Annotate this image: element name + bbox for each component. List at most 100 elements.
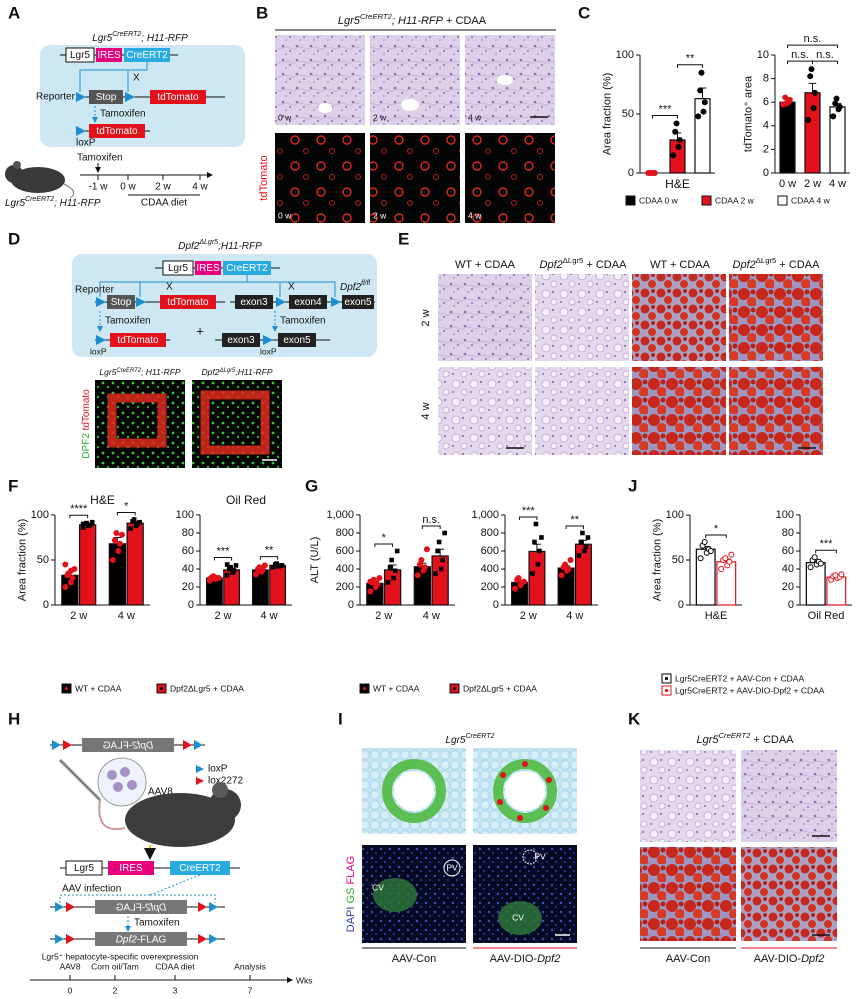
- legend-label: Lgr5CreERT2 + AAV-DIO-Dpf2 + CDAA: [675, 685, 825, 695]
- legend-marker: [664, 688, 669, 693]
- image-caption: Lgr5CreERT2; H11-RFP: [99, 367, 181, 377]
- data-point: [414, 572, 421, 579]
- gene-label: exon3: [240, 297, 268, 308]
- week-label: 3: [173, 985, 178, 995]
- gene-label: Lgr5: [168, 263, 188, 274]
- significance-bracket: [565, 525, 584, 529]
- schematic-bg: [72, 254, 377, 357]
- y-axis-label: Area fraction (%): [601, 73, 613, 156]
- text-run: Dpf2: [733, 259, 756, 271]
- y-axis-label: Area fraction (%): [651, 519, 663, 602]
- label: Reporter: [75, 285, 115, 296]
- data-point: [833, 95, 840, 102]
- gene-box: [124, 48, 170, 62]
- text-run: ; H11-RFP: [141, 367, 181, 377]
- significance-bracket: [812, 60, 838, 65]
- legend-label: CDAA 2 w: [715, 195, 755, 205]
- loxp: [76, 126, 86, 136]
- significance-label: *: [382, 532, 387, 544]
- data-point: [805, 116, 812, 123]
- data-point: [707, 548, 714, 554]
- y-tick-label: 1,000: [326, 509, 354, 521]
- data-point: [137, 519, 142, 525]
- red-signal: [107, 390, 270, 455]
- vessel-label: CV: [372, 882, 384, 892]
- gene-label: IRES: [119, 863, 143, 874]
- gene-label: Stop: [96, 92, 117, 103]
- decoration: [55, 902, 64, 912]
- superscript: ΔLgr5: [198, 239, 218, 246]
- panel-label: A: [8, 3, 20, 22]
- micrograph: [640, 847, 736, 941]
- gene-box: [89, 124, 145, 138]
- data-point: [695, 113, 702, 120]
- gene-box: [342, 295, 374, 309]
- timeline-tick: [97, 175, 201, 180]
- data-point: [436, 539, 442, 545]
- significance-label: n.s.: [422, 514, 440, 526]
- data-point: [206, 575, 213, 582]
- text-run: Lgr5: [92, 33, 112, 44]
- text-run: Dpf2: [540, 259, 563, 271]
- data-point: [392, 568, 398, 574]
- text-run: Lgr5: [99, 367, 116, 377]
- significance-label: **: [265, 545, 274, 557]
- data-point: [69, 575, 76, 581]
- chart-title: H&E: [90, 493, 115, 507]
- loxp: [76, 92, 86, 102]
- data-point: [115, 548, 122, 554]
- legend-marker: [159, 686, 164, 691]
- data-point: [67, 567, 74, 574]
- decoration: [52, 740, 61, 750]
- panel-title: Lgr5CreERT2 + CDAA: [696, 731, 794, 746]
- decoration: [58, 758, 102, 802]
- y-axis-label: ALT (U/L): [309, 537, 321, 584]
- timeline-tick: [69, 975, 251, 980]
- data-point: [532, 539, 537, 545]
- x-tick-label: 2 w: [375, 610, 392, 622]
- virus-particles: [107, 767, 137, 792]
- legend-marker: [64, 686, 69, 691]
- data-point: [87, 522, 93, 528]
- y-tick-label: 200: [481, 581, 499, 593]
- data-point: [423, 546, 430, 553]
- data-point: [582, 548, 587, 554]
- legend-label: CDAA 4 w: [791, 195, 831, 205]
- y-tick-label: 40: [182, 563, 194, 575]
- micrograph: [640, 750, 736, 842]
- micrograph: [729, 367, 823, 455]
- legend-marker: [362, 686, 367, 691]
- legend-marker: [452, 686, 457, 691]
- label: Tamoxifen: [280, 316, 326, 327]
- gene-label: CreERT2: [179, 863, 221, 874]
- data-point: [836, 103, 843, 110]
- data-point: [80, 521, 86, 527]
- label: Tamoxifen: [105, 316, 151, 327]
- data-point: [701, 99, 708, 106]
- label: Tamoxifen: [134, 918, 180, 929]
- panel-e: WT + CDAA Dpf2ΔLgr5 + CDAA WT + CDAA Dpf…: [420, 256, 823, 455]
- y-tick-label: 50: [37, 554, 49, 566]
- legend-label: Lgr5CreERT2 + AAV-Con + CDAA: [675, 673, 804, 683]
- column-header: Dpf2ΔLgr5 + CDAA: [733, 256, 821, 271]
- significance-bracket: [705, 534, 727, 538]
- data-point: [562, 561, 569, 568]
- y-tick-label: 8: [763, 73, 769, 85]
- gene-label: tdTomato: [157, 92, 199, 103]
- decoration: [497, 799, 503, 805]
- decoration: [120, 767, 130, 777]
- gene-box: [162, 260, 194, 276]
- y-tick-label: 80: [782, 527, 794, 539]
- data-point: [374, 581, 381, 588]
- superscript: ΔLgr5: [563, 256, 584, 265]
- time-tag: 4 w: [468, 112, 482, 122]
- data-point: [435, 548, 440, 554]
- y-tick-label: 800: [336, 527, 354, 539]
- x-tick-label: 4 w: [423, 610, 440, 622]
- data-point: [252, 571, 259, 578]
- text-run: + CDAA: [776, 259, 820, 271]
- significance-label: ***: [522, 505, 536, 517]
- stain: FLAG: [345, 856, 357, 885]
- bar-chart: 0 2 4 6 8 10 tdTomato⁺ area 0 w 2 w 4 w n.s. n.s. n.…: [743, 33, 850, 190]
- gene-box: [150, 90, 206, 104]
